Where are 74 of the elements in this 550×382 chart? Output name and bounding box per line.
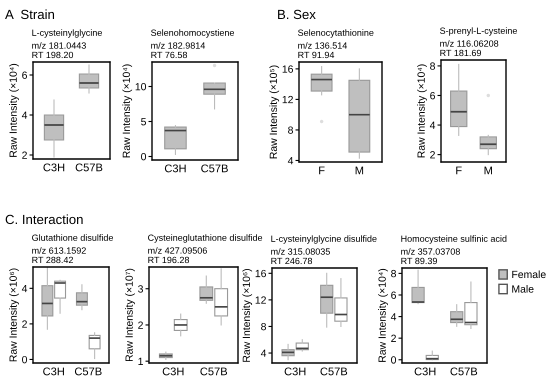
x-tick-label: C57B xyxy=(76,163,102,172)
y-tick-label: 4 xyxy=(260,350,266,357)
chart-title: Selenohomocystiene xyxy=(151,29,234,38)
chart-title: Selenocytathionine xyxy=(298,29,374,38)
y-tick-label: 4 xyxy=(22,112,28,119)
y-tick-label: 8 xyxy=(391,270,396,278)
y-tick-label: 16 xyxy=(282,65,293,73)
chart-subtitle: m/z 116.06208 RT 181.69 xyxy=(440,40,498,56)
x-tick-label: C57B xyxy=(200,367,228,376)
x-tick-label: F xyxy=(319,166,325,174)
chart-title: Cysteineglutathione disulfide xyxy=(148,234,262,243)
y-tick-label: 2 xyxy=(22,320,27,328)
y-tick-label: 3 xyxy=(138,285,143,293)
chart-title: L-cysteinylglycine disulfide xyxy=(271,235,377,244)
y-tick-label: 12 xyxy=(282,96,293,104)
y-axis-title: Raw Intensity (×10⁶) xyxy=(9,268,19,362)
legend-label: Female xyxy=(512,270,546,278)
chart-title: Glutathione disulfide xyxy=(32,234,114,241)
x-tick-label: C3H xyxy=(284,367,306,376)
chart-title: L-cysteinylglycine xyxy=(32,29,102,38)
y-axis-title: Raw Intensity (×10⁴) xyxy=(9,64,19,157)
y-tick-label: 0 xyxy=(141,153,146,160)
y-tick-label: 2 xyxy=(22,152,27,159)
y-tick-label: 8 xyxy=(288,126,293,134)
y-axis-title: Raw Intensity (×10⁷) xyxy=(125,268,135,362)
chart-subtitle: m/z 136.514 RT 91.94 xyxy=(298,42,348,58)
y-tick-label: 4 xyxy=(430,122,436,129)
text: Male xyxy=(512,285,534,293)
x-tick-label: C3H xyxy=(43,163,64,172)
x-tick-label: C3H xyxy=(162,367,184,376)
y-tick-label: 4 xyxy=(22,284,28,292)
y-tick-label: 6 xyxy=(391,291,396,299)
y-axis-title: Raw Intensity (×10⁶) xyxy=(242,268,252,362)
y-axis-title: Raw Intensity (×10⁴) xyxy=(378,268,388,362)
x-tick-label: F xyxy=(456,166,462,174)
y-tick-label: 8 xyxy=(430,62,435,70)
y-tick-label: 0 xyxy=(22,356,28,364)
x-tick-label: C3H xyxy=(414,367,436,376)
x-tick-label: C57B xyxy=(320,367,348,376)
x-tick-label: C3H xyxy=(164,164,186,172)
chart-title: S-prenyl-L-cysteine xyxy=(440,27,517,36)
chart-subtitle: m/z 315.08035 RT 246.78 xyxy=(271,248,330,264)
text: B. Sex xyxy=(278,10,316,20)
text: C. Interaction xyxy=(6,214,83,224)
chart-subtitle: m/z 357.03708 RT 89.39 xyxy=(401,248,460,264)
text: A Strain xyxy=(5,9,54,20)
y-tick-label: 4 xyxy=(288,157,294,164)
y-tick-label: 2 xyxy=(391,334,396,342)
y-tick-label: 5 xyxy=(141,118,146,126)
y-tick-label: 0 xyxy=(391,356,396,364)
chart-subtitle: m/z 427.09506 RT 196.28 xyxy=(148,247,207,264)
x-tick-label: C57B xyxy=(450,367,478,376)
x-tick-label: C57B xyxy=(201,164,228,172)
y-tick-label: 4 xyxy=(390,313,396,320)
chart-subtitle: m/z 613.1592 RT 288.42 xyxy=(32,247,86,264)
y-tick-label: 10 xyxy=(136,83,146,90)
y-axis-title: Raw Intensity (×10⁴) xyxy=(417,64,427,158)
x-tick-label: M xyxy=(484,166,492,174)
y-tick-label: 12 xyxy=(256,296,266,304)
y-tick-label: 6 xyxy=(430,92,435,100)
chart-title: Homocysteine sulfinic acid xyxy=(401,235,506,244)
x-tick-label: M xyxy=(356,166,364,174)
chart-subtitle: m/z 182.9814 RT 76.58 xyxy=(151,42,206,58)
y-tick-label: 16 xyxy=(256,270,266,278)
x-tick-label: C57B xyxy=(74,367,102,376)
x-tick-label: C3H xyxy=(43,367,64,376)
y-tick-label: 8 xyxy=(261,322,266,330)
y-tick-label: 1 xyxy=(138,358,143,365)
chart-subtitle: m/z 181.0443 RT 198.20 xyxy=(32,42,86,58)
y-tick-label: 2 xyxy=(138,321,143,329)
y-axis-title: Raw Intensity (×10⁴) xyxy=(122,64,132,158)
y-axis-title: Raw Intensity (×10⁵) xyxy=(269,65,280,158)
y-tick-label: 6 xyxy=(22,72,27,79)
y-tick-label: 2 xyxy=(430,151,435,158)
